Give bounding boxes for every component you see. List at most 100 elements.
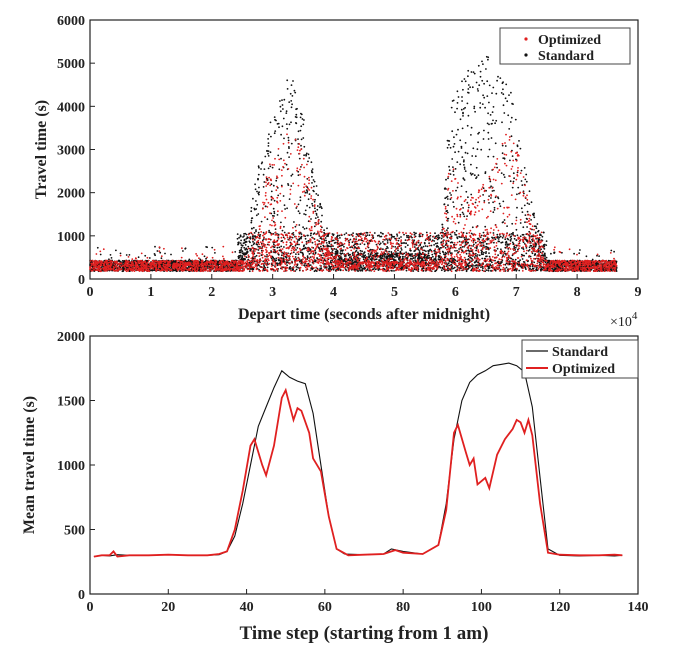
scatter-point-standard (512, 258, 514, 261)
scatter-point-standard (413, 231, 415, 234)
scatter-point-standard (475, 246, 478, 249)
scatter-point-standard (422, 245, 425, 248)
scatter-point-standard (466, 102, 469, 105)
scatter-point-standard (258, 264, 260, 267)
scatter-point-standard (423, 242, 426, 245)
scatter-point-standard (504, 263, 507, 266)
scatter-point-standard (490, 197, 492, 199)
scatter-point-standard (451, 266, 453, 269)
scatter-point-standard (461, 100, 463, 102)
scatter-point-standard (295, 207, 298, 209)
scatter-point-standard (521, 184, 524, 187)
scatter-point-standard (286, 88, 289, 90)
scatter-point-standard (505, 262, 508, 265)
scatter-point-standard (298, 243, 300, 246)
scatter-point-standard (280, 245, 283, 248)
scatter-point-standard (264, 155, 267, 158)
scatter-point-standard (314, 217, 317, 220)
scatter-point-standard (281, 229, 284, 232)
scatter-point-standard (531, 265, 534, 268)
scatter-point-standard (534, 253, 537, 255)
scatter-point-standard (308, 193, 311, 196)
scatter-point-standard (361, 250, 363, 253)
scatter-point-standard (487, 112, 489, 115)
scatter-point-standard (383, 268, 386, 271)
scatter-point-standard (464, 170, 467, 173)
scatter-point-standard (476, 237, 479, 240)
scatter-point-standard (280, 157, 282, 160)
scatter-point-standard (333, 242, 336, 244)
scatter-point-standard (292, 234, 295, 236)
scatter-point-standard (525, 180, 528, 183)
scatter-point-standard (521, 211, 524, 214)
scatter-point-standard (267, 142, 270, 145)
scatter-point-standard (413, 250, 416, 253)
scatter-point-standard (285, 163, 288, 166)
scatter-point-standard (486, 80, 489, 83)
scatter-point-standard (350, 257, 353, 260)
scatter-point-standard (465, 237, 467, 239)
scatter-point-standard (513, 237, 516, 240)
scatter-point-standard (290, 185, 293, 187)
scatter-point-standard (244, 248, 247, 251)
scatter-point-standard (482, 244, 485, 247)
scatter-point-standard (509, 240, 512, 242)
scatter-point-standard (164, 252, 166, 255)
scatter-point-standard (251, 217, 254, 220)
scatter-point-standard (304, 191, 307, 194)
scatter-point-standard (462, 108, 465, 110)
scatter-point-standard (516, 234, 519, 237)
scatter-point-standard (417, 241, 420, 244)
scatter-point-standard (485, 245, 487, 248)
scatter-point-standard (287, 139, 290, 142)
scatter-point-standard (317, 194, 319, 197)
scatter-point-standard (259, 234, 262, 236)
scatter-point-standard (492, 119, 494, 122)
scatter-point-standard (366, 234, 369, 237)
scatter-point-standard (283, 137, 285, 140)
scatter-point-standard (528, 190, 531, 193)
scatter-point-standard (292, 80, 294, 82)
scatter-point-standard (307, 198, 310, 201)
scatter-point-standard (299, 251, 302, 254)
scatter-point-standard (277, 154, 280, 157)
scatter-point-standard (335, 248, 338, 251)
scatter-point-standard (469, 172, 472, 175)
scatter-point-standard (303, 244, 305, 247)
scatter-point-standard (446, 211, 449, 214)
scatter-point-standard (315, 193, 318, 195)
scatter-point-standard (448, 264, 451, 267)
scatter-point-standard (238, 249, 241, 252)
scatter-point-standard (252, 240, 254, 243)
scatter-point-standard (284, 255, 287, 258)
scatter-point-standard (531, 267, 534, 270)
scatter-point-standard (441, 234, 443, 237)
scatter-point-standard (485, 252, 487, 255)
scatter-point-standard (461, 80, 463, 83)
scatter-point-standard (486, 95, 489, 97)
scatter-point-standard (490, 270, 492, 272)
scatter-point-standard (123, 259, 126, 262)
scatter-point-standard (297, 130, 300, 133)
scatter-point-standard (492, 201, 494, 204)
scatter-point-standard (530, 219, 532, 221)
scatter-point-standard (470, 71, 473, 73)
scatter-point-standard (273, 132, 276, 135)
scatter-point-standard (525, 247, 528, 249)
scatter-point-standard (246, 248, 249, 251)
scatter-point-standard (326, 235, 328, 238)
scatter-point-standard (254, 255, 256, 258)
scatter-point-standard (425, 231, 428, 234)
scatter-point-standard (579, 249, 581, 251)
scatter-point-standard (498, 240, 501, 243)
scatter-point-standard (408, 254, 411, 256)
scatter-point-standard (173, 260, 176, 263)
scatter-point-standard (239, 235, 242, 238)
scatter-point-standard (450, 194, 452, 196)
scatter-point-standard (426, 245, 429, 248)
scatter-point-standard (321, 214, 323, 217)
scatter-point-standard (488, 148, 491, 151)
scatter-point-standard (462, 231, 465, 234)
scatter-point-standard (533, 225, 536, 228)
